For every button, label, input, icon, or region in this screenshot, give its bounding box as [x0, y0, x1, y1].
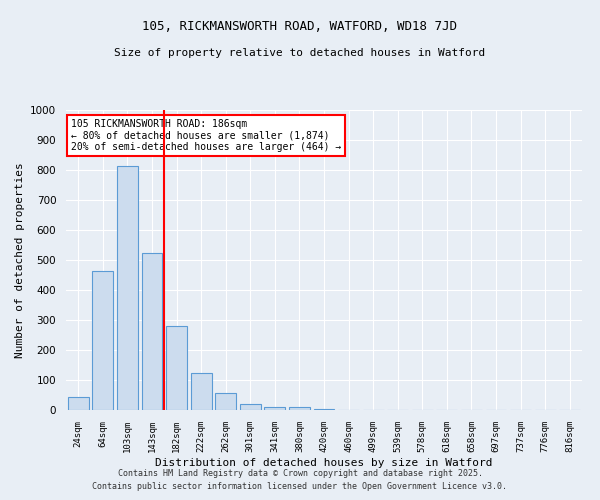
Bar — [68, 396, 89, 410]
Text: 105 RICKMANSWORTH ROAD: 186sqm
← 80% of detached houses are smaller (1,874)
20% : 105 RICKMANSWORTH ROAD: 186sqm ← 80% of … — [71, 119, 341, 152]
Bar — [289, 407, 310, 410]
Bar — [117, 166, 138, 410]
Y-axis label: Number of detached properties: Number of detached properties — [14, 162, 25, 358]
Bar — [314, 408, 334, 410]
Bar — [240, 404, 261, 410]
Bar — [166, 326, 187, 410]
Bar — [191, 372, 212, 410]
Text: Size of property relative to detached houses in Watford: Size of property relative to detached ho… — [115, 48, 485, 58]
Bar — [92, 270, 113, 410]
Text: Contains HM Land Registry data © Crown copyright and database right 2025.: Contains HM Land Registry data © Crown c… — [118, 468, 482, 477]
Bar — [142, 252, 163, 410]
X-axis label: Distribution of detached houses by size in Watford: Distribution of detached houses by size … — [155, 458, 493, 468]
Bar — [265, 407, 286, 410]
Text: Contains public sector information licensed under the Open Government Licence v3: Contains public sector information licen… — [92, 482, 508, 491]
Bar — [215, 393, 236, 410]
Text: 105, RICKMANSWORTH ROAD, WATFORD, WD18 7JD: 105, RICKMANSWORTH ROAD, WATFORD, WD18 7… — [143, 20, 458, 33]
